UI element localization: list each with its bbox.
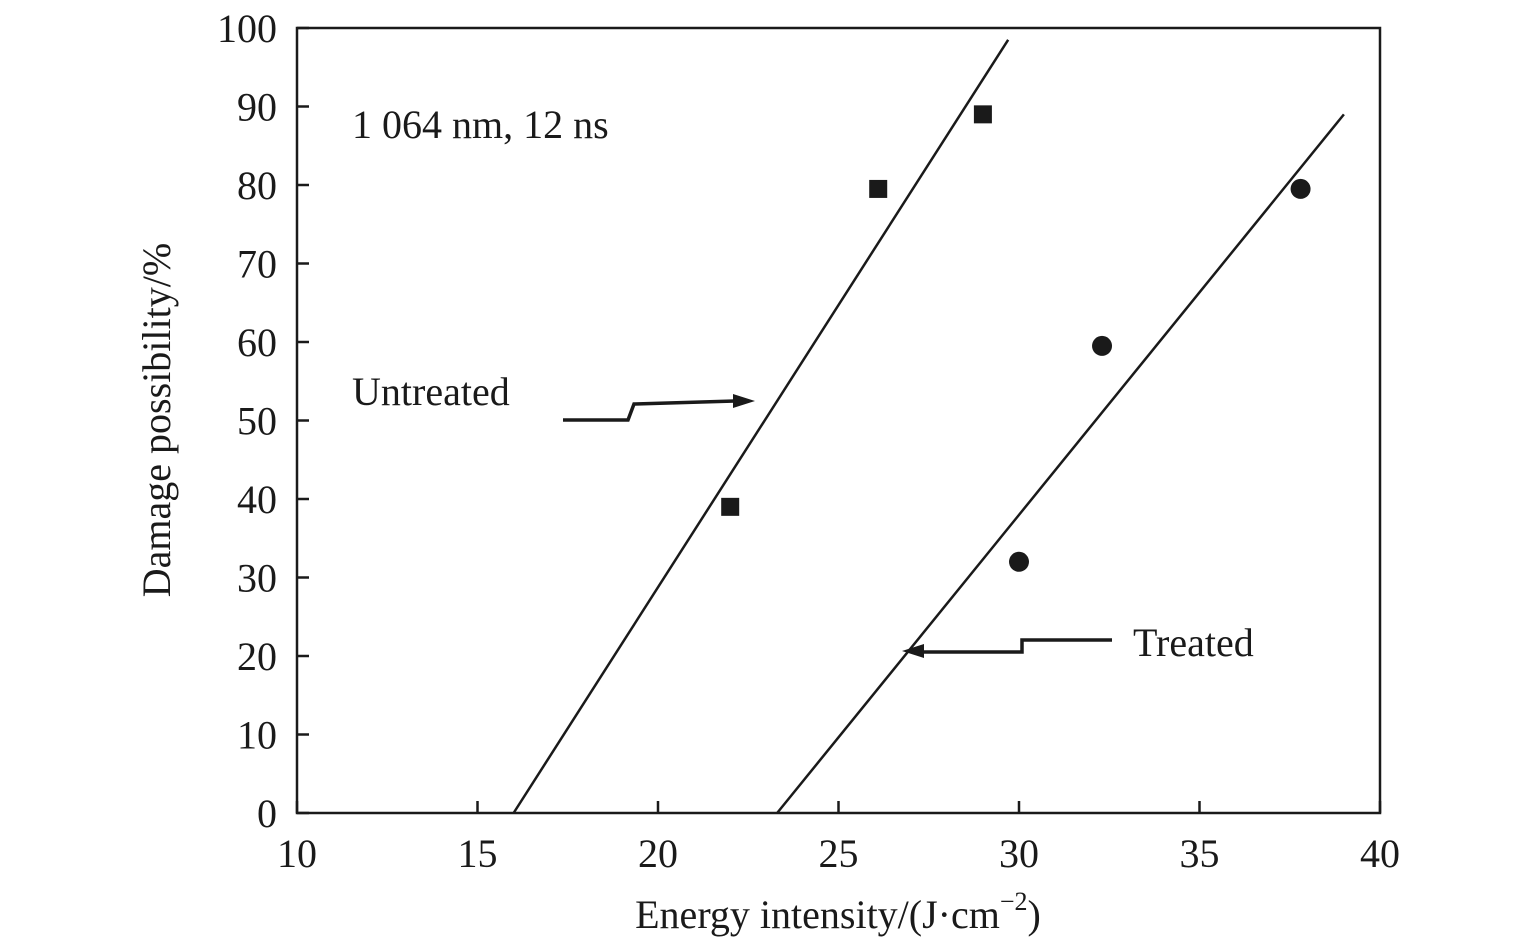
x-axis-title-end: ) [1028,892,1041,937]
x-axis-title: Energy intensity/(J·cm−2) [635,887,1041,937]
y-tick-label: 10 [237,713,277,758]
pointer-untreated [563,399,736,422]
x-axis: 10 15 20 25 30 35 40 [277,801,1400,876]
y-tick-label: 80 [237,163,277,208]
marker-treated [1290,178,1311,199]
y-tick-label: 70 [237,242,277,287]
marker-untreated [973,105,992,124]
data-markers [721,105,1311,572]
series-label-untreated: Untreated [352,369,510,414]
x-tick-label: 35 [1180,831,1220,876]
marker-treated [1092,335,1113,356]
series-pointers [563,394,1112,658]
series-label-treated: Treated [1133,620,1254,665]
marker-untreated [869,179,888,198]
y-tick-label: 20 [237,634,277,679]
marker-untreated [721,497,740,516]
x-tick-label: 15 [458,831,498,876]
x-tick-label: 10 [277,831,317,876]
x-axis-title-sup: −2 [1000,887,1028,916]
x-tick-label: 25 [819,831,859,876]
y-tick-label: 100 [217,6,277,51]
pointer-treated-head [902,644,924,658]
y-tick-label: 60 [237,320,277,365]
y-tick-label: 0 [257,791,277,836]
y-tick-label: 50 [237,399,277,444]
pointer-treated [922,638,1112,654]
fit-lines [512,39,1345,814]
y-tick-label: 30 [237,556,277,601]
pointer-untreated-head [733,394,755,408]
condition-annotation: 1 064 nm, 12 ns [352,102,609,147]
marker-treated [1009,551,1029,572]
fit-line-treated [776,113,1345,814]
x-tick-label: 40 [1360,831,1400,876]
x-axis-title-main: Energy intensity/(J·cm [635,892,1000,937]
y-tick-label: 90 [237,85,277,130]
y-tick-label: 40 [237,477,277,522]
y-axis: 0 10 20 30 40 50 60 70 80 90 100 [217,6,309,836]
y-axis-title: Damage possibility/% [134,243,179,597]
x-tick-label: 20 [638,831,678,876]
fit-line-untreated [512,39,1010,814]
x-tick-label: 30 [999,831,1039,876]
